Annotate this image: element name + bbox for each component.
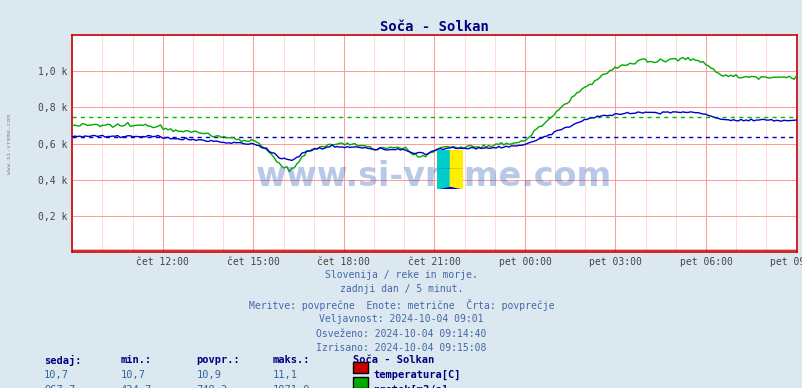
Text: 967,7: 967,7 <box>44 385 75 388</box>
Text: 10,7: 10,7 <box>44 370 69 380</box>
Text: Slovenija / reke in morje.: Slovenija / reke in morje. <box>325 270 477 280</box>
Title: Soča - Solkan: Soča - Solkan <box>379 20 488 34</box>
Bar <box>450 150 463 170</box>
Polygon shape <box>450 170 463 189</box>
Text: 434,7: 434,7 <box>120 385 152 388</box>
Text: Osveženo: 2024-10-04 09:14:40: Osveženo: 2024-10-04 09:14:40 <box>316 329 486 339</box>
Text: Meritve: povprečne  Enote: metrične  Črta: povprečje: Meritve: povprečne Enote: metrične Črta:… <box>249 299 553 311</box>
Text: sedaj:: sedaj: <box>44 355 82 366</box>
Bar <box>437 150 450 170</box>
Text: 11,1: 11,1 <box>273 370 298 380</box>
Text: www.si-vreme.com: www.si-vreme.com <box>7 114 12 173</box>
Text: zadnji dan / 5 minut.: zadnji dan / 5 minut. <box>339 284 463 294</box>
Text: 10,7: 10,7 <box>120 370 145 380</box>
Text: Izrisano: 2024-10-04 09:15:08: Izrisano: 2024-10-04 09:15:08 <box>316 343 486 353</box>
Polygon shape <box>437 170 463 189</box>
Text: min.:: min.: <box>120 355 152 365</box>
Text: 10,9: 10,9 <box>196 370 221 380</box>
Text: pretok[m3/s]: pretok[m3/s] <box>373 385 448 388</box>
Text: maks.:: maks.: <box>273 355 310 365</box>
Text: temperatura[C]: temperatura[C] <box>373 370 460 380</box>
Text: www.si-vreme.com: www.si-vreme.com <box>256 159 612 193</box>
Text: Soča - Solkan: Soča - Solkan <box>353 355 434 365</box>
Polygon shape <box>437 170 450 189</box>
Text: povpr.:: povpr.: <box>196 355 240 365</box>
Text: 1071,0: 1071,0 <box>273 385 310 388</box>
Text: Veljavnost: 2024-10-04 09:01: Veljavnost: 2024-10-04 09:01 <box>319 314 483 324</box>
Text: 748,2: 748,2 <box>196 385 228 388</box>
